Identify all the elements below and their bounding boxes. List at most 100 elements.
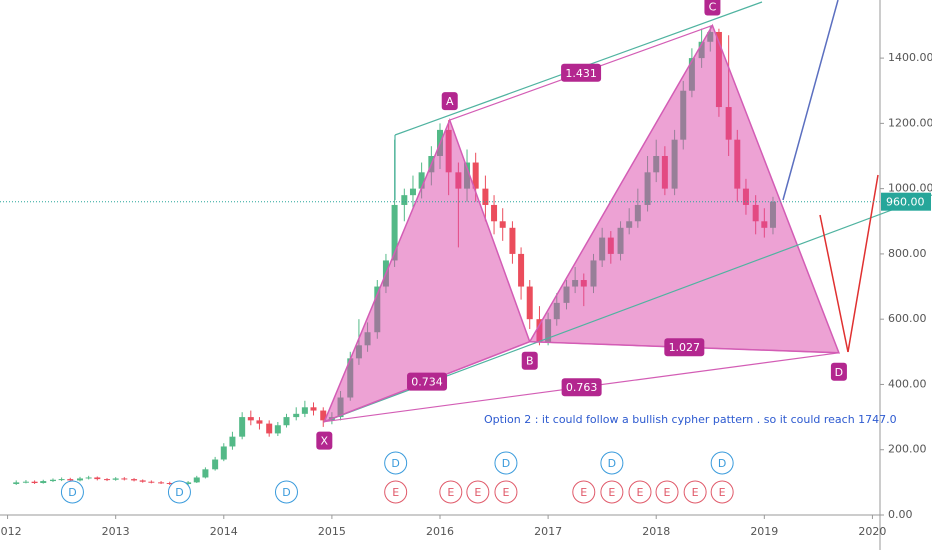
candle-body [148, 481, 155, 483]
y-tick-label: 200.00 [888, 443, 927, 456]
earnings-marker-label: E [580, 486, 587, 499]
candle-body [418, 172, 425, 189]
x-tick-label: 2015 [318, 525, 346, 538]
y-tick-label: 800.00 [888, 247, 927, 260]
candle-body [256, 420, 263, 424]
earnings-marker-label: E [692, 486, 699, 499]
annotation: Option 2 : it could follow a bullish cyp… [484, 413, 897, 426]
ratio-box [407, 372, 448, 391]
candle-body [229, 436, 236, 447]
dividend-marker-label: D [391, 457, 399, 470]
point-label: C [709, 0, 717, 13]
candle-body [310, 407, 317, 411]
y-tick-label: 1200.00 [888, 116, 932, 129]
ratio-label: 0.734 [411, 376, 443, 389]
earnings-marker-label: E [447, 486, 454, 499]
y-tick-label: 0.00 [888, 508, 913, 521]
x-tick-label: 2019 [750, 525, 778, 538]
candle-body [49, 479, 56, 482]
last-price-label: 960.00 [886, 196, 925, 209]
last-price-box [881, 192, 931, 211]
point-label: X [321, 435, 329, 448]
ratio-box [561, 378, 602, 397]
earnings-marker [628, 480, 652, 504]
dividend-marker-label: D [608, 457, 616, 470]
candle-body [247, 417, 254, 421]
x-tick-label: 2014 [210, 525, 238, 538]
dividend-marker [384, 451, 408, 475]
candle-body [67, 479, 74, 481]
candle-body [104, 479, 111, 481]
ratio-box [664, 338, 705, 357]
earnings-marker-label: E [608, 486, 615, 499]
candle-body [139, 480, 146, 482]
candle-body [77, 478, 83, 481]
candle-body [220, 446, 227, 460]
earnings-marker [572, 480, 596, 504]
y-tick-label: 400.00 [888, 377, 927, 390]
earnings-marker [384, 480, 408, 504]
candle-body [293, 413, 300, 418]
candle-body [202, 469, 209, 478]
earnings-marker-label: E [392, 486, 399, 499]
candle-body [31, 481, 38, 484]
candle-body [166, 483, 173, 485]
x-tick-label: 2012 [0, 525, 22, 538]
candle-body [274, 425, 281, 434]
point-label: B [526, 355, 534, 368]
y-tick-label: 1400.00 [888, 51, 932, 64]
earnings-marker [683, 480, 707, 504]
dividend-marker [274, 480, 298, 504]
candle-body [499, 221, 506, 228]
dividend-marker-label: D [718, 457, 726, 470]
dividend-marker [167, 480, 191, 504]
candle-body [13, 482, 20, 484]
candle-body [283, 417, 290, 426]
candle-body [509, 227, 516, 254]
candle-body [320, 410, 327, 421]
earnings-marker [466, 480, 490, 504]
candle-body [491, 204, 498, 222]
x-tick-label: 2018 [642, 525, 670, 538]
candle-body [301, 407, 308, 414]
earnings-marker-label: E [637, 486, 644, 499]
candle-body [112, 478, 119, 480]
candle-body [121, 478, 128, 480]
candle-body [85, 477, 92, 479]
point-box [704, 0, 721, 16]
candle-body [131, 479, 138, 481]
dividend-marker [494, 451, 518, 475]
earnings-marker-label: E [719, 486, 726, 499]
candle-body [472, 162, 479, 189]
earnings-marker [600, 480, 624, 504]
candle-body [409, 188, 416, 196]
candle-body [212, 459, 219, 470]
candle-body [193, 477, 200, 483]
projection-red-1 [819, 214, 849, 353]
candle-body [482, 188, 489, 205]
x-tick-label: 2020 [858, 525, 886, 538]
projection-blue [782, 0, 839, 201]
dividend-marker-label: D [175, 486, 183, 499]
ratio-label: 1.027 [669, 341, 701, 354]
dividend-marker-label: D [502, 457, 510, 470]
candle-body [185, 482, 192, 484]
x-tick-label: 2017 [534, 525, 562, 538]
point-box [316, 431, 333, 450]
projection-red-2 [847, 174, 879, 353]
candle-body [391, 204, 398, 261]
earnings-marker [439, 480, 463, 504]
dividend-marker [60, 480, 84, 504]
earnings-marker-label: E [474, 486, 481, 499]
candle-body [266, 423, 273, 434]
ratio-box [561, 63, 602, 82]
point-label: A [446, 95, 454, 108]
dividend-marker-label: D [282, 486, 290, 499]
candle-body [58, 479, 65, 481]
candle-body [22, 481, 29, 483]
candle-body [40, 481, 47, 484]
point-box [521, 351, 538, 370]
candle-body [239, 417, 246, 437]
y-tick-label: 600.00 [888, 312, 927, 325]
